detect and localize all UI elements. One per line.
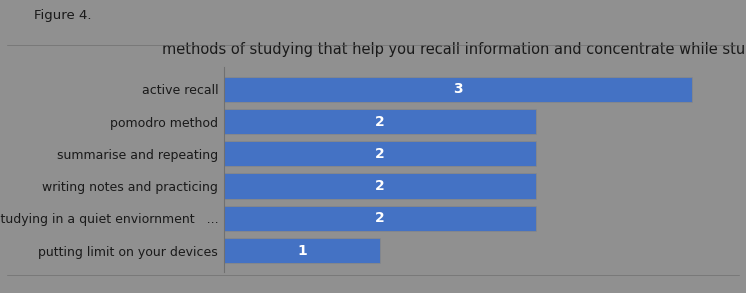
Text: 3: 3	[454, 82, 463, 96]
Text: 2: 2	[375, 179, 385, 193]
Title: methods of studying that help you recall information and concentrate while study: methods of studying that help you recall…	[162, 42, 746, 57]
Bar	[224, 109, 536, 134]
Bar	[224, 77, 692, 102]
Bar	[224, 141, 536, 166]
Text: 2: 2	[375, 115, 385, 129]
Text: 1: 1	[297, 243, 307, 258]
Bar	[224, 206, 536, 231]
Bar	[224, 173, 536, 199]
Bar	[224, 238, 380, 263]
Text: 2: 2	[375, 147, 385, 161]
Text: Figure 4.: Figure 4.	[34, 9, 91, 22]
Text: 2: 2	[375, 211, 385, 225]
